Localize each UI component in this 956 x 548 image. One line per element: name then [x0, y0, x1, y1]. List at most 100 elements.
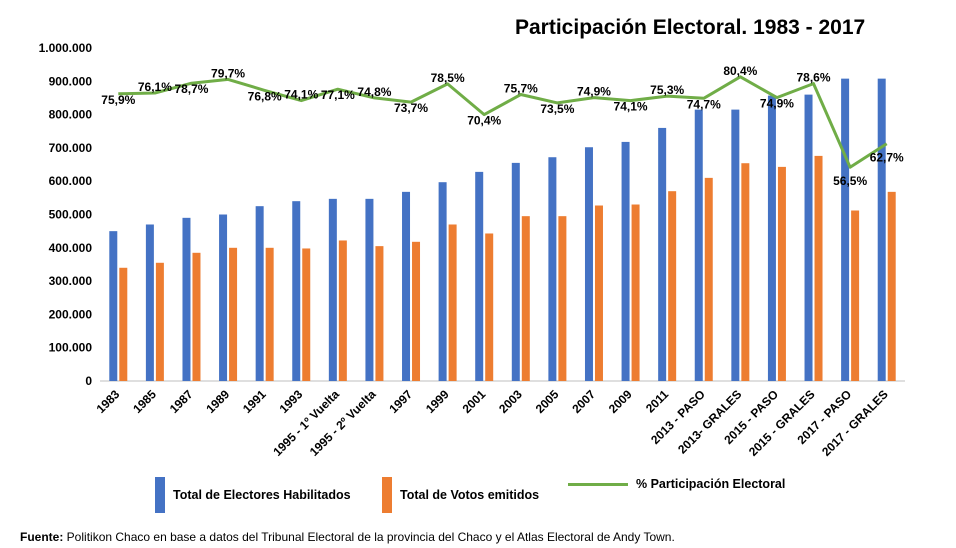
bar-electores [658, 127, 667, 381]
bar-votos [558, 216, 567, 381]
pct-data-label: 78,6% [797, 71, 831, 85]
x-tick-label: 1997 [386, 387, 415, 416]
bar-electores [841, 78, 850, 382]
bar-votos [485, 233, 494, 381]
bar-electores [731, 109, 740, 381]
pct-data-label: 79,7% [211, 66, 245, 80]
pct-data-label: 62,7% [870, 151, 904, 165]
bar-votos [448, 224, 457, 381]
bar-electores [621, 141, 630, 381]
pct-data-label: 74,7% [687, 97, 721, 111]
bar-votos [192, 252, 201, 381]
pct-data-label: 75,3% [650, 83, 684, 97]
bar-votos [668, 191, 677, 381]
y-tick-label: 500.000 [49, 208, 93, 222]
x-tick-label: 2017 - GRALES [819, 387, 891, 459]
legend-swatch-blue [155, 477, 165, 513]
y-tick-label: 0 [85, 374, 92, 388]
x-tick-label: 1993 [277, 387, 306, 416]
bar-electores [584, 147, 593, 381]
y-tick-label: 1.000.000 [39, 41, 93, 55]
pct-data-label: 76,8% [248, 89, 282, 103]
bar-electores [365, 198, 374, 381]
bar-electores [255, 206, 264, 381]
bar-votos [741, 163, 750, 381]
bar-votos [155, 262, 164, 381]
bar-electores [804, 94, 813, 382]
bar-votos [594, 205, 603, 381]
bar-electores [767, 95, 776, 381]
legend-swatch-green [568, 482, 628, 486]
x-tick-label: 1983 [94, 387, 123, 416]
pct-data-label: 77,1% [321, 88, 355, 102]
y-tick-label: 900.000 [49, 74, 93, 88]
x-tick-label: 2011 [643, 387, 672, 416]
bar-electores [109, 231, 118, 381]
x-tick-label: 2009 [606, 387, 635, 416]
line-participacion [118, 75, 888, 169]
x-tick-label: 1985 [130, 387, 159, 416]
bar-electores [402, 191, 411, 381]
bar-votos [302, 248, 311, 381]
pct-data-label: 75,7% [504, 82, 538, 96]
bar-votos [704, 177, 713, 381]
x-tick-label: 2013- GRALES [675, 387, 744, 456]
x-tick-label: 1991 [240, 387, 269, 416]
y-tick-label: 800.000 [49, 108, 93, 122]
bar-electores [292, 201, 301, 381]
x-tick-label: 1995 - 2º Vuelta [307, 387, 379, 459]
legend-label-electores: Total de Electores Habilitados [173, 488, 351, 502]
x-tick-label: 1995 - 1º Vuelta [270, 387, 342, 459]
chart-title: Participación Electoral. 1983 - 2017 [515, 16, 866, 39]
pct-data-label: 74,8% [357, 85, 391, 99]
bar-votos [229, 247, 238, 381]
bar-electores [145, 224, 154, 381]
x-tick-label: 1987 [167, 387, 196, 416]
bar-votos [814, 155, 823, 381]
y-tick-label: 400.000 [49, 241, 93, 255]
bar-electores [548, 157, 557, 381]
legend-label-votos: Total de Votos emitidos [400, 488, 540, 502]
legend-swatch-orange [382, 477, 392, 513]
pct-data-label: 74,1% [614, 100, 648, 114]
y-tick-label: 300.000 [49, 274, 93, 288]
pct-data-label: 74,1% [284, 88, 318, 102]
bar-votos [521, 216, 530, 381]
y-tick-label: 200.000 [49, 307, 93, 321]
bar-electores [328, 198, 337, 381]
legend: Total de Electores Habilitados Total de … [0, 477, 956, 513]
pct-data-label: 73,7% [394, 101, 428, 115]
bar-votos [777, 166, 786, 381]
pct-data-label: 76,1% [138, 80, 172, 94]
pct-data-label: 78,7% [174, 82, 208, 96]
source-note: Fuente: Politikon Chaco en base a datos … [20, 530, 675, 544]
bar-electores [511, 162, 520, 381]
pct-data-label: 80,4% [723, 64, 757, 78]
pct-data-label: 74,9% [760, 97, 794, 111]
bar-electores [219, 214, 228, 381]
bar-electores [877, 78, 886, 382]
pct-data-label: 75,9% [101, 93, 135, 107]
x-tick-label: 2005 [533, 387, 562, 416]
bar-electores [182, 217, 191, 381]
bar-electores [438, 182, 447, 381]
y-tick-label: 700.000 [49, 141, 93, 155]
x-tick-label: 1999 [423, 387, 452, 416]
bar-votos [375, 246, 384, 381]
source-text: Politikon Chaco en base a datos del Trib… [63, 530, 675, 544]
bar-votos [631, 204, 640, 381]
pct-data-label: 73,5% [540, 102, 574, 116]
bar-votos [851, 210, 860, 381]
legend-item-votos: Total de Votos emitidos [382, 477, 539, 513]
x-tick-label: 2015 - GRALES [746, 387, 818, 459]
x-tick-label: 2007 [569, 387, 598, 416]
bar-votos [412, 241, 421, 381]
legend-label-participacion: % Participación Electoral [636, 477, 786, 491]
bar-votos [338, 240, 347, 381]
pct-data-label: 56,5% [833, 174, 867, 188]
pct-data-label: 74,9% [577, 85, 611, 99]
legend-item-participacion: % Participación Electoral [568, 477, 785, 491]
x-tick-label: 2001 [460, 387, 489, 416]
x-tick-label: 2003 [496, 387, 525, 416]
